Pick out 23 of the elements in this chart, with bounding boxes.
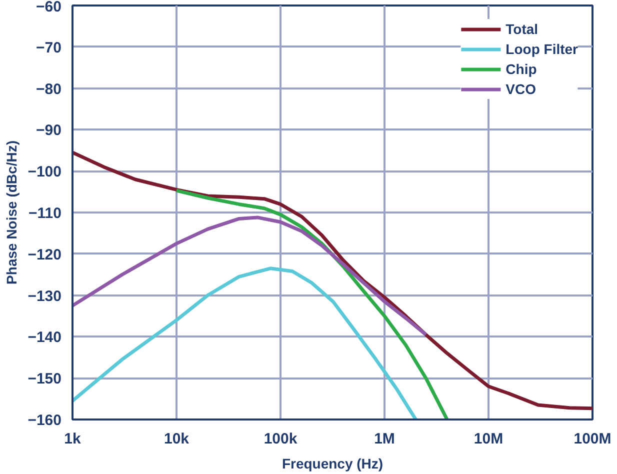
x-tick-label: 100M — [574, 430, 612, 448]
x-tick-label: 10k — [164, 430, 190, 448]
y-tick-label: −140 — [28, 329, 62, 346]
y-axis-title: Phase Noise (dBc/Hz) — [4, 140, 20, 284]
x-tick-label: 1M — [374, 430, 395, 448]
y-tick-label: −90 — [36, 122, 62, 140]
y-tick-label: −70 — [36, 39, 62, 56]
y-tick-label: −160 — [28, 412, 62, 429]
x-tick-label: 1k — [64, 430, 82, 448]
x-tick-label: 10M — [474, 430, 504, 448]
y-tick-label: −80 — [36, 80, 62, 98]
y-tick-label: −110 — [28, 205, 62, 222]
legend-label: Total — [506, 21, 538, 37]
y-tick-label: −150 — [28, 370, 62, 388]
y-tick-label: −60 — [36, 0, 62, 16]
legend-label: Loop Filter — [506, 41, 578, 57]
legend-label: VCO — [506, 81, 536, 97]
x-tick-label: 100k — [264, 430, 298, 448]
y-tick-label: −130 — [28, 288, 62, 305]
legend-label: Chip — [506, 61, 537, 77]
y-tick-label: −120 — [28, 246, 62, 264]
y-tick-label: −100 — [28, 164, 62, 181]
x-axis-title: Frequency (Hz) — [282, 456, 384, 472]
